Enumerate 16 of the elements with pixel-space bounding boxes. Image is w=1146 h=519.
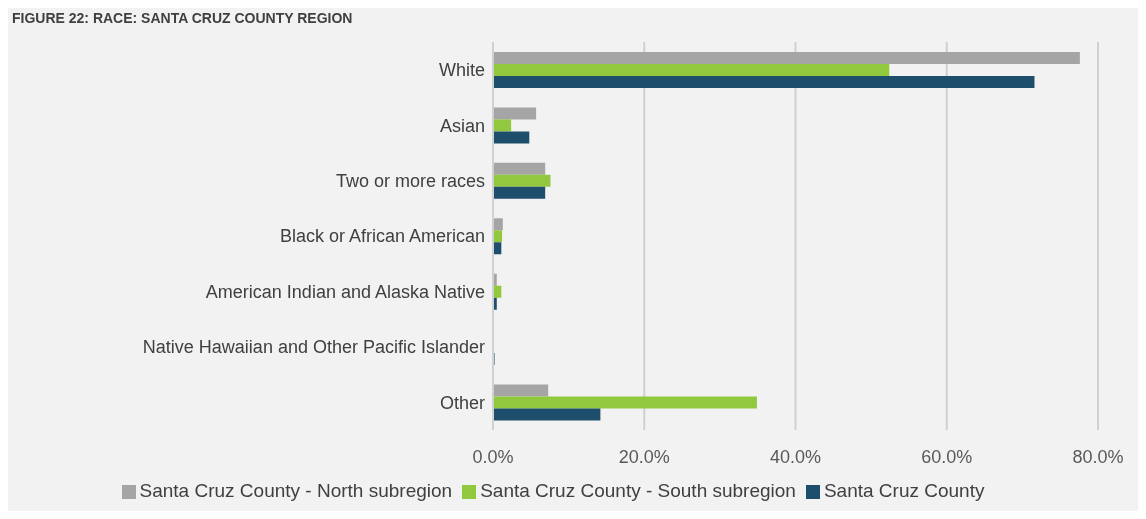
x-tick-label: 0.0% bbox=[472, 446, 514, 467]
y-tick-label: Two or more races bbox=[335, 170, 485, 191]
y-tick-label: American Indian and Alaska Native bbox=[205, 281, 485, 302]
x-tick-label: 80.0% bbox=[1072, 446, 1124, 467]
y-tick-label: Black or African American bbox=[279, 226, 485, 247]
text: FIGURE 22: RACE: SANTA CRUZ COUNTY REGION bbox=[11, 9, 354, 28]
legend-label: Santa Cruz County - North subregion bbox=[139, 480, 453, 501]
y-tick-label: Other bbox=[439, 392, 485, 413]
y-tick-label: Native Hawaiian and Other Pacific Islander bbox=[142, 337, 485, 358]
legend-label: Santa Cruz County bbox=[823, 480, 985, 501]
y-tick-label: White bbox=[438, 60, 485, 81]
y-tick-label: Asian bbox=[439, 115, 485, 136]
x-tick-label: 40.0% bbox=[769, 446, 822, 467]
x-tick-label: 20.0% bbox=[618, 446, 670, 467]
x-tick-label: 60.0% bbox=[921, 446, 973, 467]
legend-label: Santa Cruz County - South subregion bbox=[480, 480, 796, 501]
